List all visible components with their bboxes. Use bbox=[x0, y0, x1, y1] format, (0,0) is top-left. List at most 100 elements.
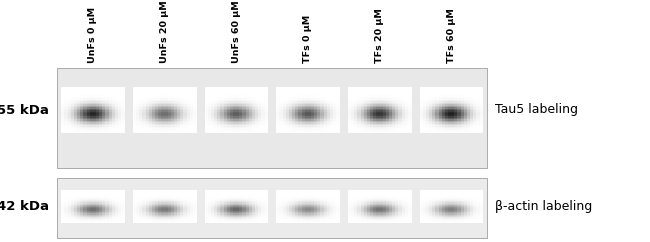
Bar bbox=[208, 93, 212, 95]
Bar bbox=[480, 198, 484, 199]
Bar bbox=[392, 116, 396, 118]
Bar bbox=[74, 111, 78, 113]
Bar bbox=[336, 117, 340, 119]
Bar bbox=[115, 219, 119, 220]
Bar bbox=[139, 210, 143, 211]
Bar bbox=[467, 215, 471, 217]
Bar bbox=[193, 87, 197, 89]
Bar bbox=[142, 119, 146, 121]
Bar bbox=[83, 192, 87, 194]
Bar bbox=[333, 113, 337, 114]
Bar bbox=[64, 126, 68, 128]
Bar bbox=[164, 191, 168, 192]
Bar bbox=[320, 101, 324, 103]
Bar bbox=[442, 126, 445, 128]
Bar bbox=[102, 222, 106, 223]
Bar bbox=[480, 92, 484, 93]
Bar bbox=[454, 117, 458, 119]
Bar bbox=[164, 212, 168, 213]
Bar bbox=[373, 123, 377, 125]
Bar bbox=[183, 214, 187, 216]
Bar bbox=[164, 113, 168, 114]
Bar bbox=[211, 125, 214, 127]
Bar bbox=[311, 113, 315, 114]
Bar bbox=[230, 201, 233, 202]
Bar bbox=[473, 195, 477, 196]
Bar bbox=[327, 211, 331, 212]
Bar bbox=[292, 117, 296, 119]
Bar bbox=[395, 203, 399, 204]
Bar bbox=[105, 102, 109, 104]
Bar bbox=[177, 122, 181, 123]
Bar bbox=[242, 195, 246, 196]
Bar bbox=[118, 122, 122, 123]
Bar bbox=[354, 120, 358, 122]
Bar bbox=[109, 210, 112, 211]
Bar bbox=[370, 125, 374, 127]
Bar bbox=[311, 215, 315, 217]
Bar bbox=[473, 128, 477, 129]
Bar bbox=[61, 190, 65, 191]
Bar bbox=[174, 96, 177, 98]
Bar bbox=[392, 212, 396, 213]
Bar bbox=[442, 129, 445, 131]
Bar bbox=[211, 96, 214, 98]
Bar bbox=[93, 105, 97, 107]
Bar bbox=[121, 198, 125, 199]
Bar bbox=[99, 89, 103, 91]
Bar bbox=[376, 114, 380, 116]
Bar bbox=[177, 208, 181, 209]
Bar bbox=[80, 190, 84, 191]
Bar bbox=[242, 198, 246, 199]
Bar bbox=[190, 117, 194, 119]
Bar bbox=[224, 92, 228, 93]
Bar bbox=[305, 116, 309, 118]
Bar bbox=[265, 104, 268, 106]
Bar bbox=[305, 110, 309, 112]
Bar bbox=[432, 104, 436, 106]
Bar bbox=[473, 209, 477, 210]
Bar bbox=[298, 222, 302, 223]
Bar bbox=[161, 126, 165, 128]
Bar bbox=[386, 111, 389, 113]
Bar bbox=[436, 129, 439, 131]
Bar bbox=[308, 93, 311, 95]
Bar bbox=[398, 194, 402, 195]
Bar bbox=[112, 194, 116, 195]
Bar bbox=[280, 194, 283, 195]
Bar bbox=[354, 104, 358, 106]
Bar bbox=[386, 113, 389, 114]
Bar bbox=[311, 92, 315, 93]
Bar bbox=[348, 110, 352, 112]
Bar bbox=[246, 222, 250, 223]
Bar bbox=[373, 114, 377, 116]
Bar bbox=[351, 89, 355, 91]
Bar bbox=[71, 126, 75, 128]
Bar bbox=[80, 128, 84, 129]
Bar bbox=[233, 217, 237, 218]
Bar bbox=[370, 96, 374, 98]
Bar bbox=[180, 96, 184, 98]
Bar bbox=[236, 102, 240, 104]
Bar bbox=[320, 108, 324, 110]
Bar bbox=[83, 213, 87, 214]
Bar bbox=[208, 211, 212, 212]
Bar bbox=[289, 210, 292, 211]
Bar bbox=[121, 110, 125, 112]
Bar bbox=[118, 220, 122, 221]
Bar bbox=[112, 207, 116, 208]
Bar bbox=[333, 192, 337, 194]
Bar bbox=[171, 199, 175, 200]
Bar bbox=[317, 113, 321, 114]
Bar bbox=[464, 105, 467, 107]
Bar bbox=[133, 197, 136, 198]
Bar bbox=[180, 196, 184, 197]
Bar bbox=[298, 125, 302, 127]
Bar bbox=[398, 87, 402, 89]
Bar bbox=[252, 117, 255, 119]
Bar bbox=[121, 200, 125, 201]
Bar bbox=[208, 95, 212, 97]
Bar bbox=[168, 102, 172, 104]
Bar bbox=[174, 220, 177, 221]
Bar bbox=[220, 217, 224, 218]
